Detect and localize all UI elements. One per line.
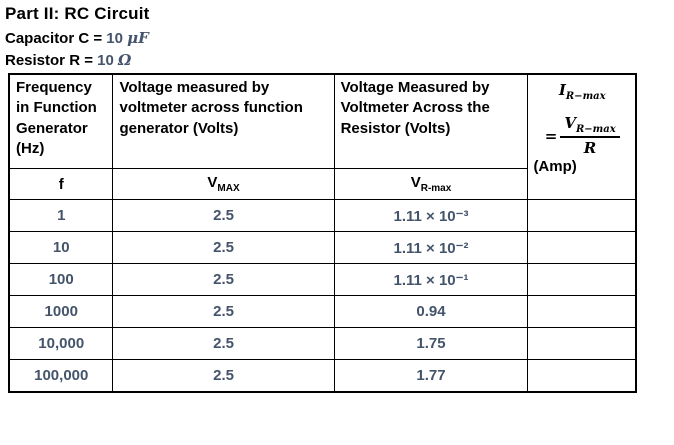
symbol-vmax: VMAX	[112, 168, 335, 200]
resistor-value: 10 Ω	[97, 51, 132, 69]
header-voltage-source: Voltage measured by voltmeter across fun…	[112, 73, 335, 169]
rc-measurements-table: Frequency in Function Generator (Hz) Vol…	[8, 73, 637, 393]
cell-frequency: 100	[8, 263, 114, 296]
equals-sign: =	[544, 126, 558, 145]
cell-irmax-empty	[527, 231, 637, 264]
cell-irmax-empty	[527, 263, 637, 296]
cell-frequency: 1000	[8, 295, 114, 328]
cell-frequency: 10,000	[8, 327, 114, 360]
cell-vrmax: 1.77	[333, 359, 529, 393]
capacitor-spec-line: Capacitor C = 10 μF	[5, 29, 674, 47]
resistor-spec-line: Resistor R = 10 Ω	[5, 51, 674, 69]
cell-vmax: 2.5	[112, 295, 335, 328]
symbol-vrmax: VR-max	[333, 168, 529, 200]
fraction-denominator: R	[583, 139, 597, 157]
cell-vrmax: 1.11 × 10⁻³	[333, 199, 529, 232]
capacitor-label: Capacitor C =	[5, 30, 103, 47]
capacitor-unit: μF	[127, 29, 149, 47]
fraction-numerator: VR−max	[560, 114, 620, 138]
resistor-label: Resistor R =	[5, 52, 93, 69]
cell-frequency: 10	[8, 231, 114, 264]
cell-vmax: 2.5	[112, 327, 335, 360]
cell-irmax-empty	[527, 359, 637, 393]
cell-frequency: 100,000	[8, 359, 114, 393]
table-row: 10,000 2.5 1.75	[8, 327, 637, 360]
formula-fraction: = VR−max R	[533, 114, 631, 157]
cell-vrmax: 0.94	[333, 295, 529, 328]
table-header-row: Frequency in Function Generator (Hz) Vol…	[8, 73, 637, 200]
cell-irmax-empty	[527, 199, 637, 232]
resistor-unit: Ω	[117, 51, 132, 69]
cell-irmax-empty	[527, 295, 637, 328]
formula-current-symbol: IR−max	[558, 81, 606, 102]
table-row: 100,000 2.5 1.77	[8, 359, 637, 393]
symbol-row: f VMAX VR-max	[8, 168, 636, 200]
header-current-formula: IR−max = VR−max R (Amp)	[527, 73, 637, 200]
header-voltage-resistor: Voltage Measured by Voltmeter Across the…	[333, 73, 529, 169]
capacitor-value: 10 μF	[106, 29, 149, 47]
section-title: Part II: RC Circuit	[5, 4, 150, 23]
cell-vmax: 2.5	[112, 263, 335, 296]
table-row: 100 2.5 1.11 × 10⁻¹	[8, 263, 637, 296]
cell-irmax-empty	[527, 327, 637, 360]
header-frequency: Frequency in Function Generator (Hz)	[8, 73, 114, 169]
cell-vrmax: 1.75	[333, 327, 529, 360]
document-page: Part II: RC Circuit Capacitor C = 10 μF …	[5, 4, 674, 393]
cell-vmax: 2.5	[112, 199, 335, 232]
formula-unit: (Amp)	[533, 158, 577, 175]
fraction: VR−max R	[560, 114, 620, 157]
cell-vrmax: 1.11 × 10⁻²	[333, 231, 529, 264]
table-row: 1000 2.5 0.94	[8, 295, 637, 328]
cell-vmax: 2.5	[112, 231, 335, 264]
cell-frequency: 1	[8, 199, 114, 232]
symbol-f: f	[8, 168, 114, 200]
table-row: 10 2.5 1.11 × 10⁻²	[8, 231, 637, 264]
cell-vmax: 2.5	[112, 359, 335, 393]
table-row: 1 2.5 1.11 × 10⁻³	[8, 199, 637, 232]
cell-vrmax: 1.11 × 10⁻¹	[333, 263, 529, 296]
